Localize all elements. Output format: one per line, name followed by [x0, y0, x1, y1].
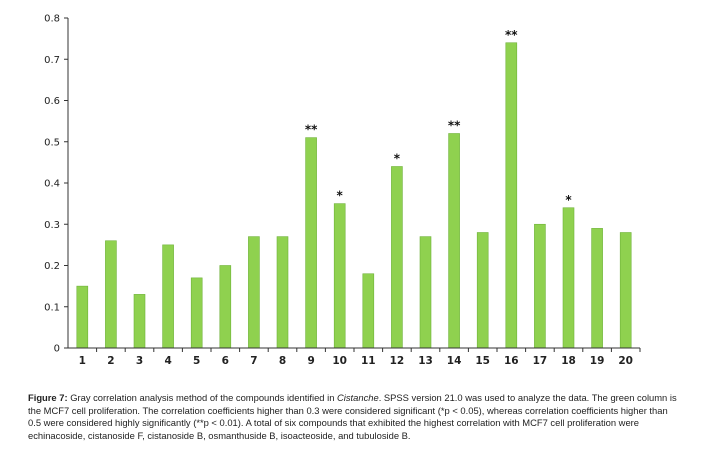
bar [562, 207, 575, 349]
caption-text-2: . SPSS version 21.0 was used to analyze … [28, 392, 677, 442]
bar [76, 285, 89, 349]
bar [190, 277, 203, 349]
bar [305, 137, 317, 349]
significance-marker: ** [305, 123, 318, 137]
bar [362, 273, 375, 349]
x-tick-label: 9 [307, 355, 314, 367]
x-tick-label: 1 [79, 355, 86, 367]
x-tick-label: 17 [533, 355, 548, 367]
bar [448, 133, 460, 349]
caption-label: Figure 7: [28, 392, 68, 403]
x-tick-label: 2 [107, 355, 114, 367]
bar [619, 232, 632, 349]
x-tick-label: 7 [250, 355, 257, 367]
x-tick-label: 11 [361, 355, 376, 367]
x-tick-label: 19 [590, 355, 605, 367]
y-tick-label: 0.5 [44, 137, 60, 148]
significance-marker: ** [505, 28, 518, 42]
x-tick-label: 14 [447, 355, 462, 367]
bar [248, 236, 260, 349]
x-tick-label: 10 [332, 355, 347, 367]
bar [591, 228, 603, 349]
bars: ********* [76, 28, 632, 349]
bar [105, 240, 117, 349]
x-tick-label: 4 [164, 355, 171, 367]
x-tick-label: 12 [390, 355, 405, 367]
y-tick-label: 0 [54, 344, 60, 355]
x-tick-label: 6 [222, 355, 229, 367]
caption-italic: Cistanche [337, 392, 379, 403]
x-tick-label: 5 [193, 355, 200, 367]
x-tick-label: 16 [504, 355, 519, 367]
bar [505, 42, 518, 349]
figure-caption: Figure 7: Gray correlation analysis meth… [28, 392, 680, 443]
bar [534, 223, 546, 349]
bar [476, 232, 489, 349]
y-tick-label: 0.6 [44, 96, 60, 107]
y-tick-label: 0.8 [44, 14, 60, 25]
y-tick-label: 0.4 [44, 179, 60, 190]
caption-text-1: Gray correlation analysis method of the … [67, 392, 338, 403]
y-tick-label: 0.1 [44, 302, 60, 313]
bar [391, 166, 403, 349]
bar [333, 203, 346, 349]
x-axis: 1 2 3 4 5 6 7 8 9 10 11 12 13 14 15 16 17 18 19 20 [68, 347, 641, 367]
bar [219, 265, 232, 349]
y-tick-label: 0.7 [44, 55, 60, 66]
y-tick-label: 0.3 [44, 220, 60, 231]
x-tick-label: 3 [136, 355, 143, 367]
x-tick-label: 18 [561, 355, 576, 367]
x-tick-label: 20 [618, 355, 633, 367]
x-tick-label: 8 [279, 355, 286, 367]
y-tick-label: 0.2 [44, 261, 60, 272]
y-axis: 0 0.1 0.2 0.3 0.4 0.5 0.6 0.7 0.8 [44, 14, 69, 355]
significance-marker: * [565, 193, 572, 207]
bar [133, 294, 146, 349]
significance-marker: ** [448, 119, 461, 133]
bar [162, 244, 174, 349]
bar [276, 236, 289, 349]
x-tick-label: 13 [418, 355, 433, 367]
x-tick-label: 15 [475, 355, 490, 367]
significance-marker: * [394, 152, 401, 166]
significance-marker: * [337, 189, 344, 203]
bar [419, 236, 432, 349]
